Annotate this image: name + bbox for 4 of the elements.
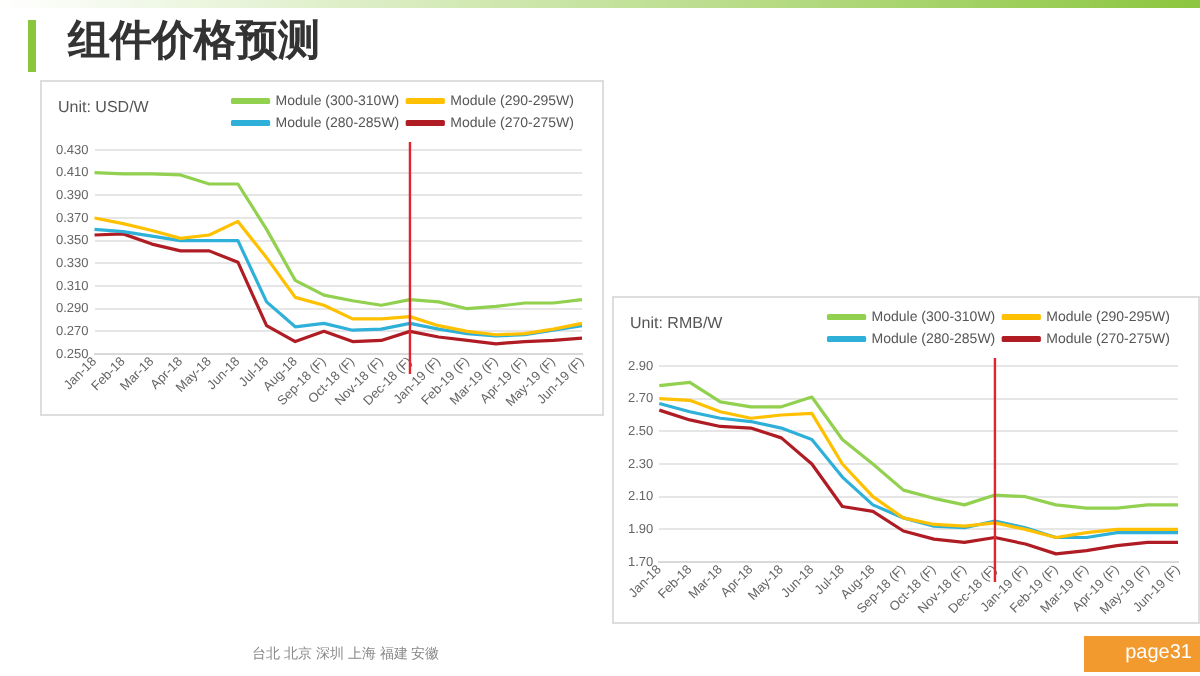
y-axis-title: Unit: USD/W [58,98,149,116]
text: page31 [1084,636,1200,672]
y-axis-title: Unit: RMB/W [630,314,723,332]
chart-title: 组件价格预测 [68,14,320,68]
